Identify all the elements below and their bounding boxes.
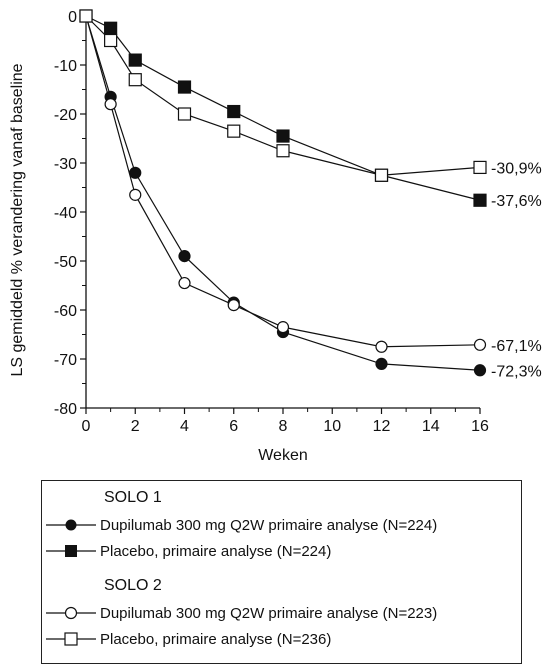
- data-point: [104, 21, 118, 35]
- data-point: [227, 299, 240, 312]
- end-labels: -72,3% -37,6% -67,1% -30,9%: [491, 160, 542, 380]
- series-markers: [79, 9, 487, 377]
- filled-circle-icon: [46, 519, 96, 531]
- chart-axes: 0 2 4 6 8 10 12 14 16 0 -10 -20 -30 -40 -50 -60 -70 -80: [54, 9, 489, 435]
- legend-entry-dupilumab-solo2: Dupilumab 300 mg Q2W primaire analyse (N…: [42, 603, 437, 623]
- series-end-label: -37,6%: [491, 193, 542, 210]
- legend-group-title-solo2: SOLO 2: [104, 577, 162, 594]
- open-circle-icon: [46, 606, 96, 620]
- series-end-label: -30,9%: [491, 160, 542, 177]
- data-point: [375, 340, 388, 353]
- y-axis-title: LS gemiddeld % verandering vanaf baselin…: [9, 63, 26, 376]
- legend-entry-placebo-solo2: Placebo, primaire analyse (N=236): [42, 629, 331, 649]
- series-end-label: -67,1%: [491, 338, 542, 355]
- x-tick-label: 0: [82, 418, 91, 435]
- y-tick-label: -80: [54, 401, 77, 418]
- x-tick-label: 8: [279, 418, 288, 435]
- data-point: [104, 98, 117, 111]
- data-point: [374, 168, 389, 182]
- x-tick-label: 10: [323, 418, 341, 435]
- y-tick-label: -30: [54, 156, 77, 173]
- data-point: [128, 73, 142, 87]
- data-point: [227, 104, 241, 119]
- data-point: [276, 321, 290, 334]
- y-tick-label: -60: [54, 303, 77, 320]
- data-point: [473, 193, 487, 207]
- line-chart: 0 2 4 6 8 10 12 14 16 0 -10 -20 -30 -40 -50 -60 -70 -80 -…: [9, 9, 542, 464]
- chart-legend: SOLO 1 Dupilumab 300 mg Q2W primaire ana…: [41, 480, 522, 664]
- legend-label: Dupilumab 300 mg Q2W primaire analyse (N…: [100, 604, 438, 622]
- data-point: [79, 9, 93, 23]
- data-point: [177, 107, 192, 121]
- y-tick-label: -10: [54, 58, 77, 75]
- legend-entry-placebo-solo1: Placebo, primaire analyse (N=224): [42, 541, 331, 561]
- data-point: [178, 250, 191, 263]
- data-point: [129, 166, 142, 179]
- filled-square-icon: [46, 545, 96, 557]
- y-tick-label: 0: [68, 9, 77, 26]
- legend-label: Placebo, primaire analyse (N=224): [100, 542, 332, 560]
- legend-group-title-solo1: SOLO 1: [104, 489, 162, 506]
- data-point: [178, 276, 191, 290]
- x-tick-label: 14: [422, 418, 440, 435]
- data-point: [276, 144, 290, 158]
- y-tick-label: -70: [54, 352, 77, 369]
- y-tick-label: -40: [54, 205, 77, 222]
- y-tick-label: -50: [54, 254, 77, 271]
- x-tick-label: 16: [471, 418, 489, 435]
- legend-label: Dupilumab 300 mg Q2W primaire analyse (N…: [100, 516, 438, 534]
- open-square-icon: [46, 632, 96, 646]
- series-end-label: -72,3%: [491, 363, 542, 380]
- data-point: [276, 129, 290, 143]
- data-point: [177, 80, 192, 94]
- x-tick-label: 12: [373, 418, 391, 435]
- legend-entry-dupilumab-solo1: Dupilumab 300 mg Q2W primaire analyse (N…: [42, 515, 437, 535]
- data-point: [128, 53, 142, 67]
- y-tick-label: -20: [54, 107, 77, 124]
- data-point: [375, 357, 388, 370]
- data-point: [473, 160, 487, 175]
- x-tick-label: 4: [180, 418, 189, 435]
- data-point: [227, 124, 241, 138]
- data-point: [104, 33, 118, 48]
- series-line: [85, 15, 481, 348]
- legend-label: Placebo, primaire analyse (N=236): [100, 630, 332, 648]
- series-lines: [85, 15, 481, 371]
- series-line: [85, 15, 481, 371]
- data-point: [473, 338, 487, 351]
- x-tick-label: 6: [229, 418, 238, 435]
- data-point: [129, 188, 142, 201]
- x-axis-title: Weken: [258, 447, 308, 464]
- data-point: [473, 364, 487, 377]
- x-tick-label: 2: [131, 418, 140, 435]
